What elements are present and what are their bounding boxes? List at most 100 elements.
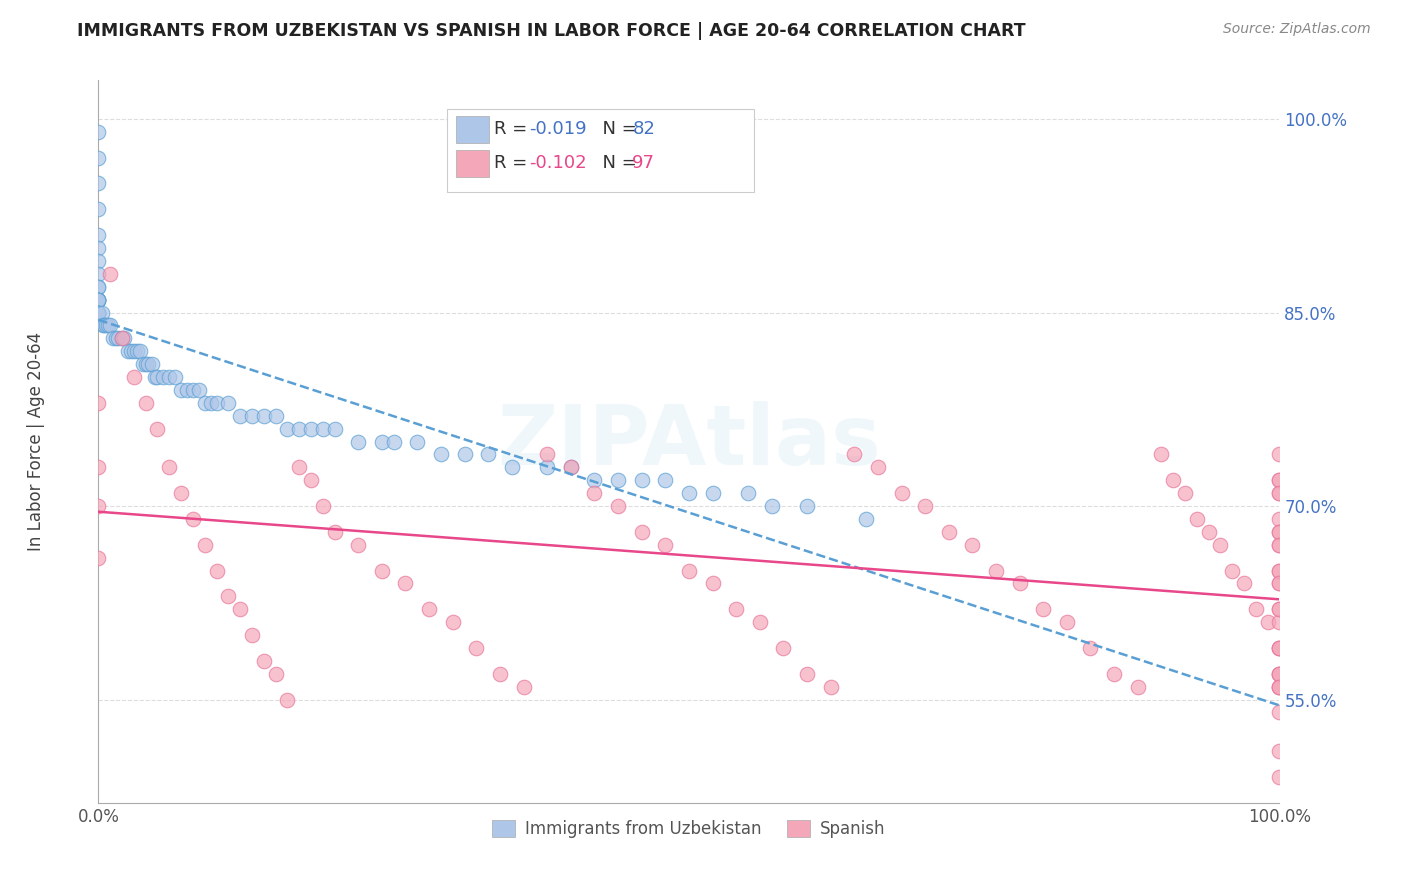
Point [477, 447, 499, 461]
Point [107, 331, 129, 345]
Point [1268, 666, 1291, 681]
Point [87, 202, 110, 217]
Point [536, 460, 558, 475]
Point [1268, 473, 1291, 487]
Text: N =: N = [591, 154, 643, 172]
Point [560, 460, 582, 475]
Point [536, 447, 558, 461]
Point [87, 305, 110, 319]
Point [146, 370, 169, 384]
Point [122, 344, 145, 359]
Point [98, 318, 121, 333]
Point [87, 305, 110, 319]
Point [276, 422, 298, 436]
Point [844, 447, 866, 461]
Point [1268, 512, 1291, 526]
Point [430, 447, 453, 461]
Point [560, 460, 582, 475]
Point [1198, 524, 1220, 539]
Point [91, 305, 114, 319]
Point [737, 486, 759, 500]
Point [187, 383, 209, 397]
Point [441, 615, 464, 630]
Point [725, 602, 748, 616]
Point [87, 279, 110, 293]
Point [111, 331, 134, 345]
Point [264, 666, 287, 681]
Point [654, 538, 676, 552]
Point [87, 241, 110, 255]
Point [347, 538, 370, 552]
Point [1056, 615, 1078, 630]
Point [240, 628, 263, 642]
Point [678, 564, 700, 578]
Point [1008, 576, 1031, 591]
Point [141, 357, 163, 371]
Legend: Immigrants from Uzbekistan, Spanish: Immigrants from Uzbekistan, Spanish [485, 814, 893, 845]
Point [1268, 486, 1291, 500]
Point [181, 383, 204, 397]
Text: ZIPAtlas: ZIPAtlas [496, 401, 882, 482]
Point [1174, 486, 1197, 500]
Point [1268, 564, 1291, 578]
Point [583, 473, 606, 487]
Point [93, 318, 115, 333]
Point [136, 357, 159, 371]
Point [157, 370, 180, 384]
Point [87, 293, 110, 307]
Point [105, 331, 128, 345]
Point [772, 640, 794, 655]
Point [194, 396, 217, 410]
Point [87, 305, 110, 319]
Point [1268, 706, 1291, 720]
Point [1268, 770, 1291, 784]
Point [312, 499, 335, 513]
Point [501, 460, 523, 475]
Point [1268, 680, 1291, 694]
Point [87, 305, 110, 319]
Point [98, 267, 121, 281]
Point [1268, 666, 1291, 681]
Point [112, 331, 135, 345]
Point [165, 370, 187, 384]
Point [382, 434, 405, 449]
Point [1268, 486, 1291, 500]
Point [240, 409, 263, 423]
Point [371, 434, 394, 449]
Point [132, 357, 155, 371]
Point [607, 473, 630, 487]
Point [87, 305, 110, 319]
Point [229, 409, 252, 423]
Point [1268, 680, 1291, 694]
Point [288, 422, 311, 436]
Point [1268, 524, 1291, 539]
Point [702, 576, 724, 591]
Point [914, 499, 936, 513]
Point [229, 602, 252, 616]
Point [128, 344, 150, 359]
Point [157, 460, 180, 475]
Point [117, 344, 139, 359]
Point [276, 692, 298, 706]
Point [630, 524, 652, 539]
Point [87, 267, 110, 281]
Point [205, 564, 228, 578]
Point [87, 228, 110, 243]
Point [87, 177, 110, 191]
Point [1233, 576, 1256, 591]
Point [323, 422, 346, 436]
Text: 97: 97 [633, 154, 655, 172]
Point [406, 434, 429, 449]
Point [1268, 744, 1291, 758]
Point [866, 460, 889, 475]
Point [253, 409, 276, 423]
Point [855, 512, 877, 526]
Point [1268, 615, 1291, 630]
Point [87, 499, 110, 513]
Point [87, 550, 110, 565]
Point [135, 357, 157, 371]
FancyBboxPatch shape [457, 116, 489, 143]
Point [1268, 564, 1291, 578]
Y-axis label: In Labor Force | Age 20-64: In Labor Force | Age 20-64 [27, 332, 45, 551]
Point [288, 460, 311, 475]
